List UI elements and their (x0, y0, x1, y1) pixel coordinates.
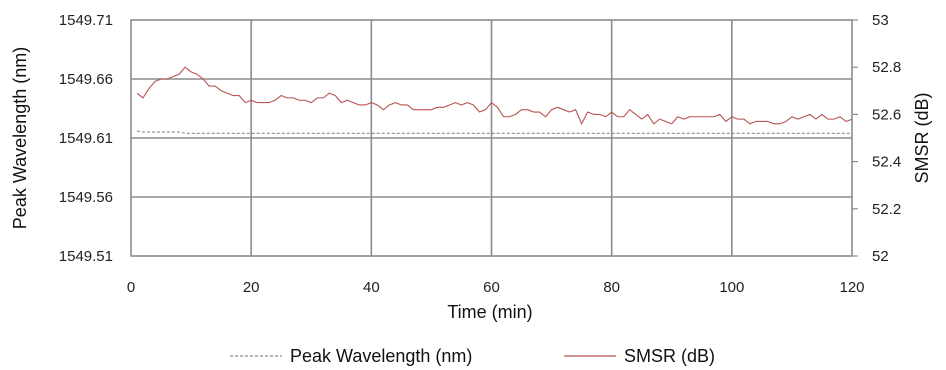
y-left-tick-label: 1549.66 (59, 71, 113, 88)
plot-area-border (130, 19, 853, 257)
x-tick-label: 80 (603, 279, 620, 296)
legend-peak-wavelength-label: Peak Wavelength (nm) (290, 346, 472, 366)
y-left-tick-label: 1549.71 (59, 12, 113, 29)
y-right-axis-title: SMSR (dB) (912, 92, 932, 183)
y-left-tick-label: 1549.51 (59, 248, 113, 265)
x-tick-label: 60 (483, 279, 500, 296)
legend-smsr-label: SMSR (dB) (624, 346, 715, 366)
y-right-tick-label: 52.8 (872, 59, 901, 76)
x-tick-label: 100 (719, 279, 744, 296)
y-left-tick-label: 1549.61 (59, 130, 113, 147)
series-layer (136, 66, 853, 134)
series-peak-wavelength-line (136, 130, 852, 134)
x-tick-label: 120 (839, 279, 864, 296)
y-left-axis-title: Peak Wavelength (nm) (10, 47, 30, 229)
y-right-tick-label: 52 (872, 248, 889, 265)
x-tick-label: 0 (127, 279, 135, 296)
y-right-tick-label: 52.4 (872, 154, 901, 171)
x-tick-label: 40 (363, 279, 380, 296)
grid-layer (131, 20, 852, 256)
y-left-tick-label: 1549.56 (59, 189, 113, 206)
plot-frame (130, 19, 858, 257)
tick-labels: 0 20 40 60 80 100 120 1549.51 1549.56 1549.61 1549… (59, 12, 901, 296)
y-right-tick-label: 53 (872, 12, 889, 29)
x-axis-title: Time (min) (447, 302, 532, 322)
legend: Peak Wavelength (nm) SMSR (dB) (230, 346, 715, 366)
x-tick-label: 20 (243, 279, 260, 296)
series-smsr-line (136, 66, 853, 125)
y-right-tick-label: 52.6 (872, 106, 901, 123)
y-right-tick-label: 52.2 (872, 201, 901, 218)
